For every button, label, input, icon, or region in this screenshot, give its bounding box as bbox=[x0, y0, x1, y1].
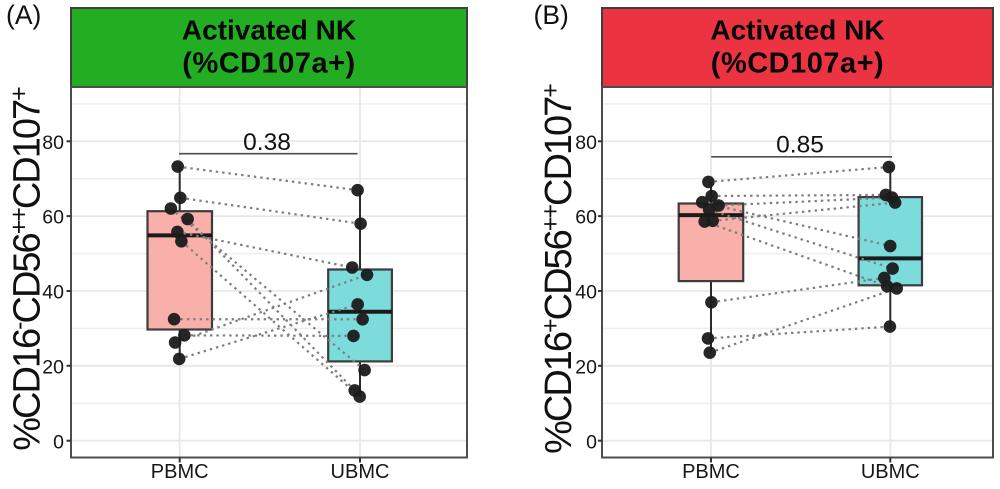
svg-text:60: 60 bbox=[575, 207, 597, 229]
svg-text:(%CD107a+): (%CD107a+) bbox=[182, 48, 355, 80]
svg-text:(A): (A) bbox=[6, 0, 41, 30]
svg-text:0: 0 bbox=[586, 431, 597, 453]
svg-text:Activated NK: Activated NK bbox=[710, 15, 884, 46]
svg-text:Activated NK: Activated NK bbox=[182, 15, 356, 46]
svg-text:PBMC: PBMC bbox=[682, 461, 740, 483]
svg-text:0: 0 bbox=[53, 431, 64, 453]
svg-text:%CD16-​CD56++​CD107+​: %CD16-​CD56++​CD107+​ bbox=[5, 87, 49, 451]
svg-text:0.85: 0.85 bbox=[776, 131, 824, 158]
svg-text:PBMC: PBMC bbox=[151, 461, 209, 483]
svg-text:(%CD107a+): (%CD107a+) bbox=[711, 48, 884, 80]
svg-text:(B): (B) bbox=[534, 0, 569, 30]
svg-text:UBMC: UBMC bbox=[331, 461, 390, 483]
svg-text:%CD16+​CD56++​CD107+​: %CD16+​CD56++​CD107+​ bbox=[537, 84, 581, 454]
svg-text:UBMC: UBMC bbox=[861, 461, 920, 483]
svg-text:0.38: 0.38 bbox=[243, 129, 291, 156]
